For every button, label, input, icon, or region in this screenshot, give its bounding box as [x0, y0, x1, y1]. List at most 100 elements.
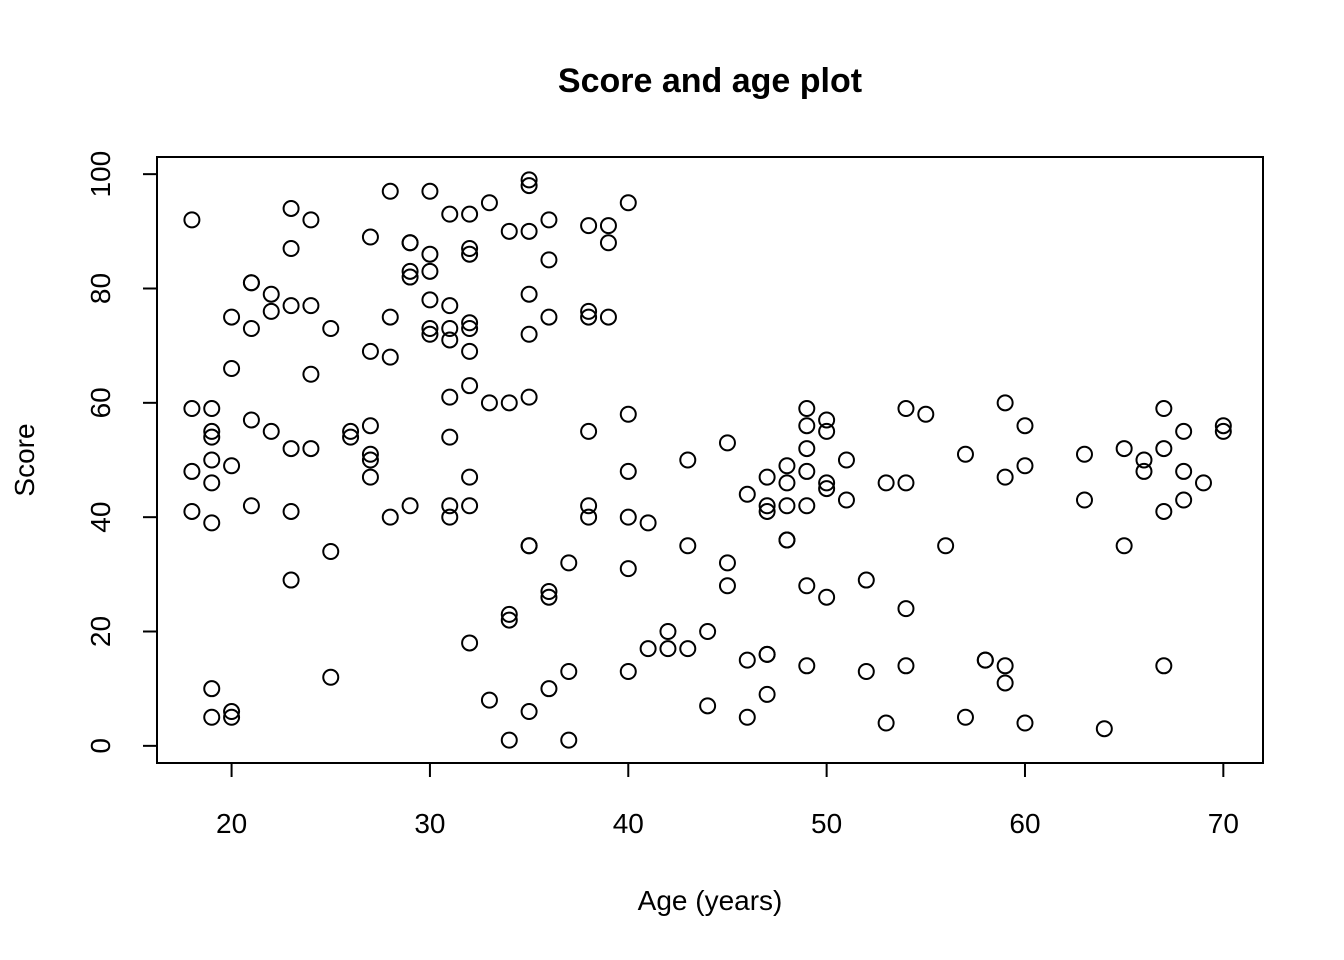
- data-point: [461, 634, 479, 652]
- data-point: [897, 600, 915, 618]
- data-point: [758, 685, 776, 703]
- data-point: [996, 657, 1014, 675]
- data-point: [778, 457, 796, 475]
- data-point: [223, 708, 241, 726]
- data-point: [580, 422, 598, 440]
- data-point: [659, 623, 677, 641]
- data-point: [877, 714, 895, 732]
- data-point: [361, 342, 379, 360]
- data-point: [500, 731, 518, 749]
- data-point: [659, 640, 677, 658]
- x-tick-label: 30: [414, 808, 445, 839]
- data-point: [738, 485, 756, 503]
- data-point: [798, 497, 816, 515]
- data-point: [361, 228, 379, 246]
- data-point: [520, 222, 538, 240]
- x-axis: 20 30 40 50 60 70: [216, 762, 1239, 839]
- data-point: [461, 468, 479, 486]
- data-point: [421, 245, 439, 263]
- data-point: [520, 171, 538, 189]
- data-point: [778, 497, 796, 515]
- data-point: [262, 302, 280, 320]
- data-point: [1155, 400, 1173, 418]
- data-point: [639, 640, 657, 658]
- data-point: [520, 388, 538, 406]
- data-point: [441, 297, 459, 315]
- data-point: [461, 320, 479, 338]
- data-point: [461, 314, 479, 332]
- data-point: [203, 451, 221, 469]
- data-point: [818, 411, 836, 429]
- data-point: [560, 663, 578, 681]
- data-point: [480, 394, 498, 412]
- data-point: [500, 611, 518, 629]
- data-point: [461, 497, 479, 515]
- data-point: [679, 640, 697, 658]
- data-point: [718, 554, 736, 572]
- data-point: [758, 468, 776, 486]
- y-axis: 0 20 40 60 80 100: [85, 151, 158, 754]
- x-tick-label: 60: [1009, 808, 1040, 839]
- data-point: [540, 582, 558, 600]
- data-point: [1135, 451, 1153, 469]
- data-point: [540, 680, 558, 698]
- data-point: [996, 674, 1014, 692]
- data-point: [798, 577, 816, 595]
- data-point: [322, 542, 340, 560]
- data-point: [580, 508, 598, 526]
- data-point: [837, 491, 855, 509]
- y-tick-label: 20: [85, 616, 116, 647]
- data-point: [1095, 720, 1113, 738]
- data-point: [500, 605, 518, 623]
- data-point: [758, 497, 776, 515]
- data-point: [619, 663, 637, 681]
- data-point: [421, 325, 439, 343]
- plot-frame: [156, 156, 1264, 764]
- data-point: [818, 588, 836, 606]
- data-point: [818, 474, 836, 492]
- data-point: [1214, 422, 1232, 440]
- data-point: [381, 182, 399, 200]
- data-point: [223, 703, 241, 721]
- data-point: [441, 388, 459, 406]
- data-point: [1115, 440, 1133, 458]
- data-point: [857, 571, 875, 589]
- data-point: [1175, 422, 1193, 440]
- data-point: [738, 651, 756, 669]
- data-point: [282, 502, 300, 520]
- data-point: [560, 731, 578, 749]
- data-point: [540, 588, 558, 606]
- x-tick-label: 40: [613, 808, 644, 839]
- data-point: [242, 274, 260, 292]
- data-point: [857, 663, 875, 681]
- y-axis-label: Score: [9, 423, 40, 496]
- data-point: [1075, 445, 1093, 463]
- data-point: [461, 377, 479, 395]
- data-point: [619, 462, 637, 480]
- data-point: [421, 182, 439, 200]
- data-point: [619, 194, 637, 212]
- data-point: [262, 285, 280, 303]
- data-point: [1016, 457, 1034, 475]
- data-point: [302, 297, 320, 315]
- data-point: [580, 302, 598, 320]
- data-point: [798, 657, 816, 675]
- x-tick-label: 20: [216, 808, 247, 839]
- data-point: [798, 400, 816, 418]
- y-tick-label: 80: [85, 273, 116, 304]
- data-point: [223, 360, 241, 378]
- data-point: [262, 422, 280, 440]
- x-tick-label: 70: [1208, 808, 1239, 839]
- data-point: [203, 400, 221, 418]
- data-point: [580, 497, 598, 515]
- data-point: [1175, 491, 1193, 509]
- data-point: [679, 537, 697, 555]
- data-point: [599, 234, 617, 252]
- data-point: [203, 514, 221, 532]
- data-point: [520, 703, 538, 721]
- data-point: [619, 405, 637, 423]
- data-point: [520, 325, 538, 343]
- data-point: [897, 474, 915, 492]
- data-point: [322, 668, 340, 686]
